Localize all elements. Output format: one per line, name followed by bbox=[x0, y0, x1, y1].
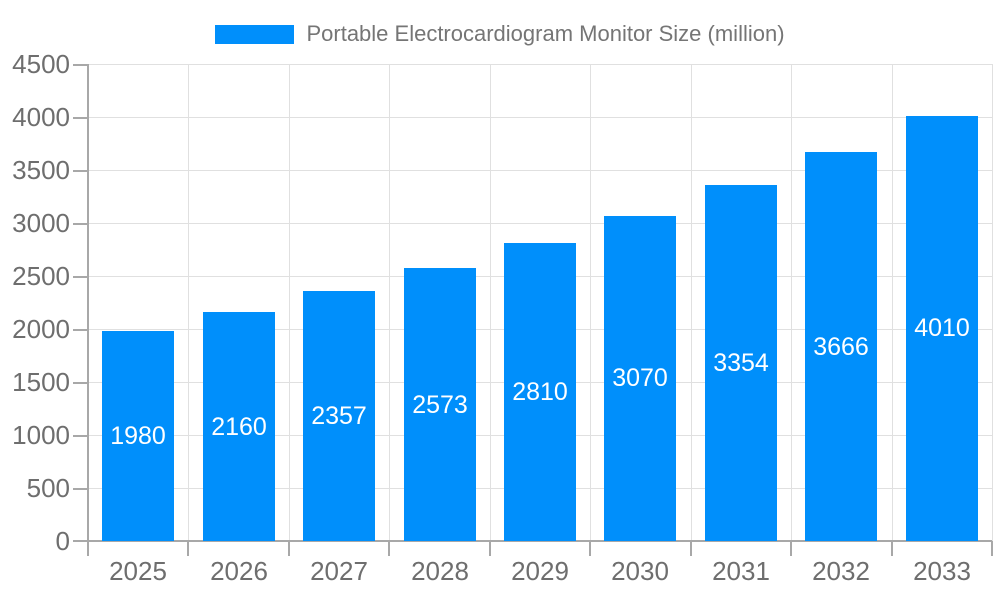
gridline-vertical bbox=[892, 64, 893, 541]
gridline-vertical bbox=[490, 64, 491, 541]
gridline-vertical bbox=[691, 64, 692, 541]
bar[interactable] bbox=[805, 152, 877, 541]
gridline-vertical bbox=[188, 64, 189, 541]
bar[interactable] bbox=[404, 268, 476, 541]
gridline-vertical bbox=[289, 64, 290, 541]
y-tick-label: 1500 bbox=[12, 367, 70, 397]
gridline-horizontal bbox=[88, 117, 992, 118]
y-axis-tick bbox=[73, 382, 88, 384]
x-tick-label: 2025 bbox=[109, 556, 167, 586]
bar-value-label: 2160 bbox=[211, 413, 267, 441]
x-axis-tick bbox=[991, 541, 993, 556]
x-axis-tick bbox=[489, 541, 491, 556]
x-axis-tick bbox=[187, 541, 189, 556]
x-axis-tick bbox=[790, 541, 792, 556]
gridline-vertical bbox=[389, 64, 390, 541]
bar[interactable] bbox=[604, 216, 676, 541]
legend[interactable]: Portable Electrocardiogram Monitor Size … bbox=[0, 12, 1000, 56]
y-axis-tick bbox=[73, 329, 88, 331]
x-axis-tick bbox=[690, 541, 692, 556]
bar-value-label: 2573 bbox=[412, 391, 468, 419]
legend-swatch bbox=[215, 24, 295, 44]
gridline-vertical bbox=[992, 64, 993, 541]
bar[interactable] bbox=[504, 243, 576, 541]
x-tick-label: 2032 bbox=[812, 556, 870, 586]
y-tick-label: 4500 bbox=[12, 49, 70, 79]
x-tick-label: 2031 bbox=[712, 556, 770, 586]
bar-value-label: 2810 bbox=[512, 378, 568, 406]
x-tick-label: 2026 bbox=[210, 556, 268, 586]
x-axis-tick bbox=[288, 541, 290, 556]
y-axis-tick bbox=[73, 170, 88, 172]
x-axis-tick bbox=[589, 541, 591, 556]
y-tick-label: 2000 bbox=[12, 314, 70, 344]
bar-value-label: 3354 bbox=[713, 349, 769, 377]
y-tick-label: 500 bbox=[26, 473, 70, 503]
y-tick-label: 4000 bbox=[12, 102, 70, 132]
gridline-vertical bbox=[791, 64, 792, 541]
bar[interactable] bbox=[102, 331, 174, 541]
x-axis-line bbox=[73, 540, 992, 542]
y-tick-label: 3500 bbox=[12, 155, 70, 185]
bar-value-label: 3666 bbox=[813, 333, 869, 361]
y-axis-tick bbox=[73, 117, 88, 119]
legend-label: Portable Electrocardiogram Monitor Size … bbox=[306, 21, 785, 46]
x-tick-label: 2030 bbox=[611, 556, 669, 586]
y-tick-label: 1000 bbox=[12, 420, 70, 450]
x-tick-label: 2029 bbox=[511, 556, 569, 586]
y-axis-tick bbox=[73, 435, 88, 437]
x-axis-tick bbox=[388, 541, 390, 556]
bar[interactable] bbox=[203, 312, 275, 541]
gridline-horizontal bbox=[88, 64, 992, 65]
bar[interactable] bbox=[303, 291, 375, 541]
y-axis-tick bbox=[73, 488, 88, 490]
x-tick-label: 2028 bbox=[411, 556, 469, 586]
gridline-horizontal bbox=[88, 170, 992, 171]
y-tick-label: 2500 bbox=[12, 261, 70, 291]
x-tick-label: 2027 bbox=[310, 556, 368, 586]
x-tick-label: 2033 bbox=[913, 556, 971, 586]
bar-value-label: 2357 bbox=[311, 402, 367, 430]
y-axis-line bbox=[87, 64, 89, 556]
x-axis-tick bbox=[891, 541, 893, 556]
gridline-horizontal bbox=[88, 223, 992, 224]
bar[interactable] bbox=[705, 185, 777, 541]
bar-value-label: 3070 bbox=[612, 364, 668, 392]
y-axis-tick bbox=[73, 64, 88, 66]
bar-value-label: 1980 bbox=[110, 422, 166, 450]
y-axis-tick bbox=[73, 276, 88, 278]
bar-value-label: 4010 bbox=[914, 314, 970, 342]
y-axis-tick bbox=[73, 223, 88, 225]
y-tick-label: 0 bbox=[55, 526, 70, 556]
bar[interactable] bbox=[906, 116, 978, 541]
gridline-vertical bbox=[590, 64, 591, 541]
y-tick-label: 3000 bbox=[12, 208, 70, 238]
